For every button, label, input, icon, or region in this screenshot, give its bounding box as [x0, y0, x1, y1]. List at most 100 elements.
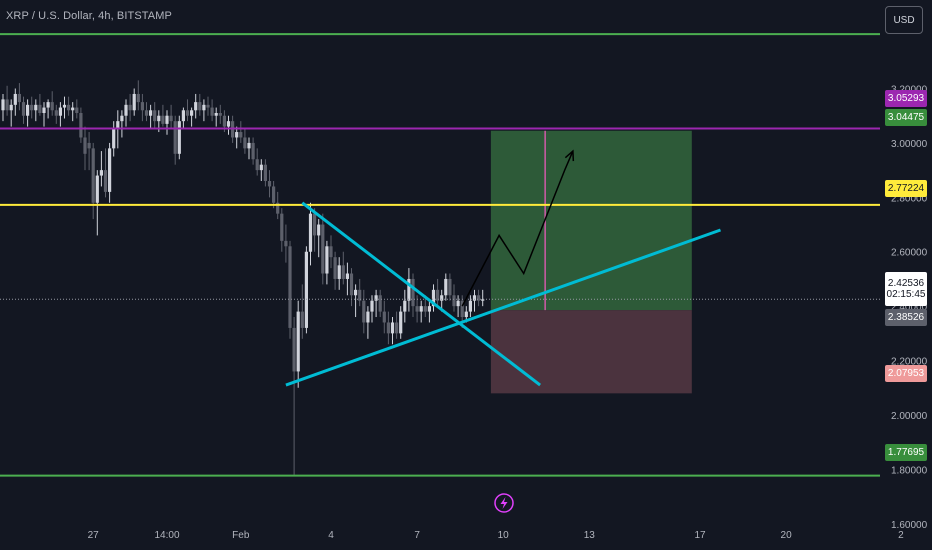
triangle-upper-line[interactable] [301, 201, 542, 387]
time-tick-label: 2 [898, 530, 904, 541]
candle-body [128, 104, 132, 111]
candle-body [321, 224, 325, 274]
candle-body [468, 300, 472, 312]
candle-body [288, 246, 292, 328]
triangle-lower-line[interactable] [285, 228, 722, 387]
candle-body [83, 137, 87, 154]
candle-body [263, 164, 267, 182]
candle-body [403, 300, 407, 312]
candle-body [313, 213, 317, 236]
price-axis[interactable]: 3.200003.000002.800002.600002.400002.200… [891, 85, 928, 531]
horizontal-levels[interactable] [0, 33, 880, 477]
candle-body [235, 132, 239, 138]
candle-body [296, 311, 300, 372]
time-axis[interactable]: 27 14:00 Feb 4 7 10 13 17 20 2 [88, 530, 904, 541]
candle-body [214, 112, 218, 116]
candle-body [407, 278, 411, 301]
candle-body [198, 102, 202, 111]
candle-body [284, 240, 288, 247]
candle-body [140, 102, 144, 111]
candle-body [149, 110, 153, 116]
candle-body [181, 110, 185, 122]
candle-body [374, 295, 378, 301]
candle-body [54, 110, 58, 116]
candle-body [103, 170, 108, 192]
candle-body [427, 306, 431, 312]
time-tick-label: 20 [781, 530, 793, 541]
candlestick-series [1, 80, 485, 475]
candle-body [75, 107, 79, 113]
candle-body [21, 102, 26, 116]
candle-body [190, 110, 194, 116]
trend-drawings[interactable] [285, 149, 722, 387]
candle-body [108, 148, 112, 192]
bar-countdown: 02:15:45 [886, 289, 926, 300]
time-tick-label: 14:00 [154, 530, 179, 541]
candle-body [251, 142, 255, 160]
candle-body [112, 129, 116, 149]
candle-body [329, 246, 333, 258]
candle-body [444, 278, 448, 296]
candle-body [337, 265, 341, 279]
time-tick-label: 4 [328, 530, 334, 541]
symbol-title: XRP / U.S. Dollar, 4h, BITSTAMP [6, 10, 172, 22]
candle-body [390, 322, 395, 334]
candle-body [42, 107, 46, 113]
candle-body [304, 251, 308, 328]
time-tick-label: 10 [498, 530, 510, 541]
candle-body [132, 93, 136, 111]
candle-body [267, 181, 272, 187]
time-tick-label: 7 [414, 530, 420, 541]
candle-body [358, 289, 362, 301]
candle-body [481, 299, 485, 301]
risk-reward-position[interactable] [490, 130, 692, 394]
candle-body [71, 107, 75, 111]
currency-button[interactable]: USD [885, 6, 923, 34]
candle-body [415, 306, 419, 312]
candle-body [87, 142, 91, 149]
candle-body [169, 115, 173, 122]
candle-body [452, 295, 456, 307]
candle-body [67, 104, 71, 111]
price-badge-green-target: 3.04475 [885, 109, 927, 126]
candle-body [206, 104, 210, 108]
price-tick-label: 2.00000 [891, 411, 928, 422]
price-tick-label: 2.60000 [891, 248, 928, 259]
candle-body [243, 137, 247, 149]
candle-body [120, 115, 124, 122]
price-tick-label: 2.20000 [891, 357, 928, 368]
candle-body [477, 295, 481, 301]
candle-body [30, 104, 34, 111]
price-badge-purple: 3.05293 [885, 90, 927, 107]
candle-body [95, 175, 99, 203]
candle-body [464, 311, 468, 318]
time-tick-label: 13 [584, 530, 596, 541]
candle-body [362, 300, 366, 323]
candle-body [395, 322, 399, 334]
candle-body [222, 115, 226, 127]
candle-body [423, 306, 427, 312]
price-badge-entry: 2.38526 [885, 309, 927, 326]
candle-body [411, 278, 415, 307]
candle-body [292, 327, 296, 372]
candle-body [34, 104, 38, 111]
candle-body [317, 224, 321, 236]
projection-path[interactable] [461, 150, 574, 307]
candle-body [382, 311, 386, 323]
lightning-circle-icon[interactable] [494, 493, 514, 513]
candle-body [13, 93, 17, 105]
target-zone[interactable] [490, 130, 692, 311]
candle-body [308, 213, 313, 252]
candle-body [472, 295, 477, 301]
candle-body [38, 104, 42, 113]
candle-body [144, 110, 149, 116]
candle-body [91, 148, 95, 203]
candle-body [157, 115, 161, 122]
candle-body [185, 110, 190, 116]
candle-body [79, 112, 83, 138]
stop-zone[interactable] [490, 310, 692, 394]
candle-body [165, 115, 169, 124]
candle-body [448, 278, 452, 296]
price-badge-green-support: 1.77695 [885, 444, 927, 461]
